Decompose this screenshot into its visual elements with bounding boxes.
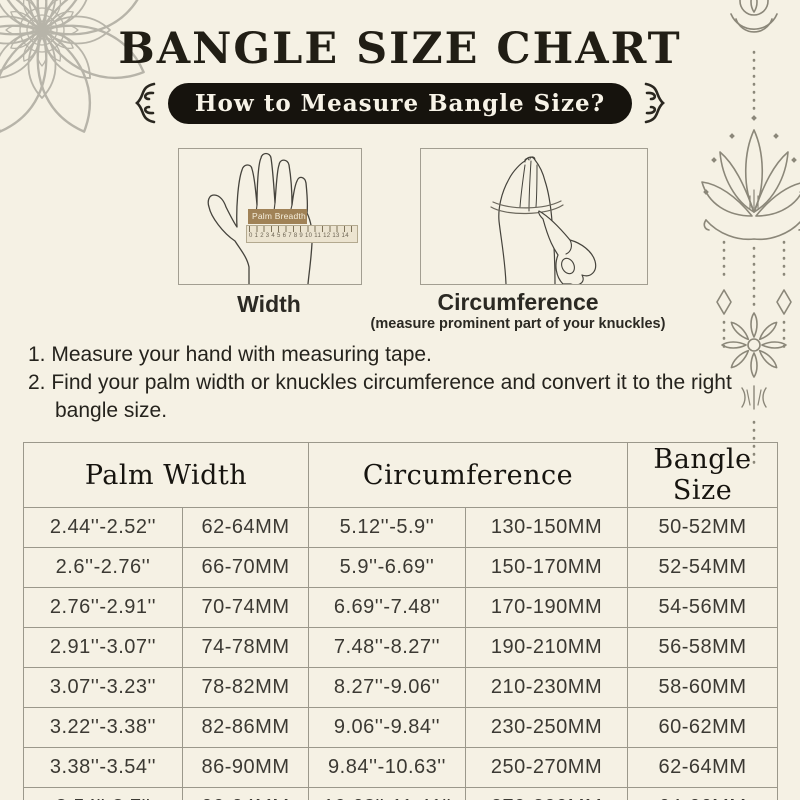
table-cell: 7.48''-8.27'' (308, 627, 466, 668)
table-cell: 150-170MM (464, 547, 629, 588)
subtitle-row: How to Measure Bangle Size? (0, 82, 800, 124)
size-table-body: 2.44''-2.52'' 62-64MM 5.12''-5.9'' 130-150M… (23, 507, 779, 800)
header-circumference: Circumference (307, 442, 629, 508)
table-cell: 64-66MM (627, 787, 779, 800)
table-header-row: Palm Width Circumference Bangle Size (23, 442, 779, 508)
squiggle-left-icon (134, 82, 156, 124)
ruler-ticks (249, 226, 355, 232)
table-row: 3.07''-3.23'' 78-82MM 8.27''-9.06'' 210-230… (23, 667, 779, 708)
instruction-step-1: 1. Measure your hand with measuring tape… (28, 343, 432, 366)
table-cell: 10.63''-11.41'' (308, 787, 466, 800)
table-cell: 2.76''-2.91'' (23, 587, 183, 628)
table-cell: 250-270MM (464, 747, 629, 788)
table-cell: 54-56MM (627, 587, 779, 628)
table-cell: 52-54MM (627, 547, 779, 588)
header-bangle-size: Bangle Size (627, 442, 779, 508)
table-row: 2.76''-2.91'' 70-74MM 6.69''-7.48'' 170-190… (23, 587, 779, 628)
ruler: 0 1 2 3 4 5 6 7 8 9 10 11 12 13 14 (246, 225, 358, 243)
table-cell: 3.54''-3.7'' (23, 787, 183, 800)
table-cell: 3.07''-3.23'' (23, 667, 183, 708)
table-cell: 230-250MM (464, 707, 629, 748)
table-row: 2.91''-3.07'' 74-78MM 7.48''-8.27'' 190-210… (23, 627, 779, 668)
ruler-numbers: 0 1 2 3 4 5 6 7 8 9 10 11 12 13 14 (249, 233, 349, 239)
table-cell: 130-150MM (464, 507, 629, 548)
header-palm-width: Palm Width (23, 442, 309, 508)
table-cell: 2.44''-2.52'' (23, 507, 183, 548)
table-cell: 3.22''-3.38'' (23, 707, 183, 748)
width-illustration-box: Palm Breadth 0 1 2 3 4 5 6 7 8 9 10 11 1… (178, 148, 362, 285)
table-cell: 6.69''-7.48'' (308, 587, 466, 628)
table-cell: 8.27''-9.06'' (308, 667, 466, 708)
squiggle-right-icon (644, 82, 666, 124)
table-cell: 170-190MM (464, 587, 629, 628)
table-row: 3.54''-3.7''90-94MM10.63''-11.41''270-29… (23, 787, 779, 800)
circumference-caption: Circumference (437, 289, 599, 315)
page-title: BANGLE SIZE CHART (118, 24, 682, 74)
table-row: 3.38''-3.54'' 86-90MM 9.84''-10.63'' 250-27… (23, 747, 779, 788)
pinched-hand-tape-icon (490, 156, 597, 284)
table-cell: 78-82MM (182, 667, 309, 708)
table-cell: 210-230MM (464, 667, 629, 708)
mandala-icon (0, 0, 145, 133)
table-cell: 82-86MM (182, 707, 309, 748)
size-table: Palm Width Circumference Bangle Size 2.4… (23, 442, 779, 800)
table-row: 2.6''-2.76'' 66-70MM 5.9''-6.69'' 150-170MM… (23, 547, 779, 588)
table-cell: 190-210MM (464, 627, 629, 668)
table-cell: 270-290MM (464, 787, 629, 800)
table-cell: 58-60MM (627, 667, 779, 708)
table-row: 2.44''-2.52'' 62-64MM 5.12''-5.9'' 130-150M… (23, 507, 779, 548)
table-row: 3.22''-3.38'' 82-86MM 9.06''-9.84'' 230-250… (23, 707, 779, 748)
table-cell: 5.9''-6.69'' (308, 547, 466, 588)
table-cell: 74-78MM (182, 627, 309, 668)
table-cell: 9.06''-9.84'' (308, 707, 466, 748)
table-cell: 2.91''-3.07'' (23, 627, 183, 668)
how-to-measure-badge: How to Measure Bangle Size? (167, 82, 633, 124)
table-cell: 5.12''-5.9'' (308, 507, 466, 548)
table-cell: 90-94MM (182, 787, 309, 800)
table-cell: 62-64MM (627, 747, 779, 788)
lotus-ornament-icon (701, 0, 800, 470)
circumference-illustration-box (420, 148, 648, 285)
table-cell: 3.38''-3.54'' (23, 747, 183, 788)
table-cell: 66-70MM (182, 547, 309, 588)
table-cell: 50-52MM (627, 507, 779, 548)
table-cell: 60-62MM (627, 707, 779, 748)
palm-breadth-label: Palm Breadth (248, 209, 307, 224)
table-cell: 9.84''-10.63'' (308, 747, 466, 788)
table-cell: 70-74MM (182, 587, 309, 628)
table-cell: 62-64MM (182, 507, 309, 548)
instructions: 1. Measure your hand with measuring tape… (28, 341, 740, 425)
table-cell: 86-90MM (182, 747, 309, 788)
table-cell: 56-58MM (627, 627, 779, 668)
instruction-step-2: 2. Find your palm width or knuckles circ… (28, 371, 732, 422)
width-caption: Width (237, 291, 301, 317)
table-cell: 2.6''-2.76'' (23, 547, 183, 588)
circumference-note: (measure prominent part of your knuckles… (370, 316, 666, 332)
